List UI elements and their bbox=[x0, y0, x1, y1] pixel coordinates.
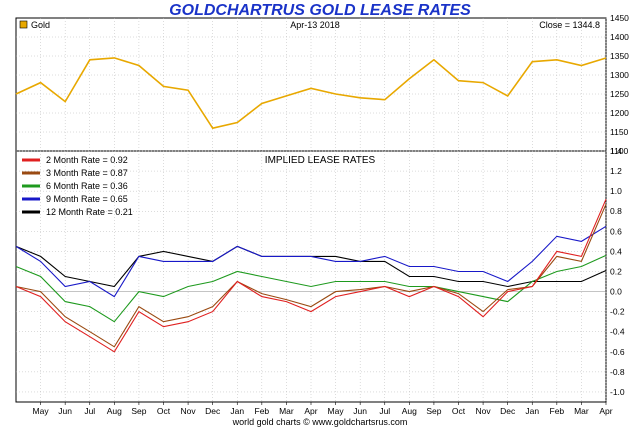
x-tick-label: Jul bbox=[379, 406, 390, 416]
gold-y-tick-label: 1150 bbox=[610, 127, 629, 137]
x-axis: May Jun Jul Aug Sep Oct Nov Dec Jan Feb Mar Apr May J… bbox=[33, 402, 613, 416]
x-tick-label: Nov bbox=[476, 406, 492, 416]
lease-rate-line bbox=[15, 203, 607, 348]
chart-title: GOLDCHARTRUS GOLD LEASE RATES bbox=[169, 2, 471, 19]
x-tick-label: Jul bbox=[84, 406, 95, 416]
x-tick-label: Feb bbox=[255, 406, 270, 416]
lease-y-tick-label: 1.2 bbox=[610, 166, 622, 176]
lease-panel-series bbox=[15, 198, 607, 353]
lease-y-tick-label: 1.0 bbox=[610, 186, 622, 196]
x-tick-label: Aug bbox=[107, 406, 122, 416]
gold-y-tick-label: 1450 bbox=[610, 13, 629, 23]
x-tick-label: Dec bbox=[205, 406, 221, 416]
x-tick-label: May bbox=[328, 406, 345, 416]
x-tick-label: Oct bbox=[157, 406, 171, 416]
gold-legend-label: Gold bbox=[31, 20, 50, 30]
x-tick-label: Mar bbox=[279, 406, 294, 416]
gold-panel-grid bbox=[16, 18, 607, 151]
gold-y-tick-label: 1300 bbox=[610, 70, 629, 80]
x-tick-label: Feb bbox=[550, 406, 565, 416]
lease-rate-line bbox=[15, 254, 607, 323]
date-label: Apr-13 2018 bbox=[290, 20, 340, 30]
x-tick-label: Sep bbox=[426, 406, 441, 416]
footer-credit: world gold charts © www.goldchartsrus.co… bbox=[232, 417, 408, 427]
lease-y-tick-label: -0.6 bbox=[610, 347, 625, 357]
lease-legend-label: 3 Month Rate = 0.87 bbox=[46, 168, 128, 178]
gold-y-tick-label: 1100 bbox=[610, 146, 629, 156]
lease-rate-line bbox=[15, 198, 607, 353]
lease-y-tick-label: 0.0 bbox=[610, 287, 622, 297]
x-tick-label: Oct bbox=[452, 406, 466, 416]
x-tick-label: Jun bbox=[58, 406, 72, 416]
lease-y-tick-label: 0.6 bbox=[610, 226, 622, 236]
lease-y-tick-label: -0.4 bbox=[610, 327, 625, 337]
lease-y-tick-label: 0.4 bbox=[610, 246, 622, 256]
lease-y-tick-label: -0.2 bbox=[610, 307, 625, 317]
x-tick-label: Jan bbox=[525, 406, 539, 416]
lease-y-tick-label: -0.8 bbox=[610, 367, 625, 377]
gold-y-tick-label: 1400 bbox=[610, 32, 629, 42]
lease-legend: 2 Month Rate = 0.92 3 Month Rate = 0.87 6 … bbox=[22, 155, 133, 217]
close-label: Close = 1344.8 bbox=[539, 20, 600, 30]
lease-panel-y-axis: -1.0 -0.8 -0.6 -0.4 -0.2 0.0 0.2 0.4 0.6 0.8 1.0 1.… bbox=[610, 146, 625, 397]
x-tick-label: Apr bbox=[304, 406, 317, 416]
lease-legend-label: 2 Month Rate = 0.92 bbox=[46, 155, 128, 165]
lease-y-tick-label: 0.2 bbox=[610, 266, 622, 276]
lease-y-tick-label: -1.0 bbox=[610, 387, 625, 397]
gold-y-tick-label: 1250 bbox=[610, 89, 629, 99]
x-tick-label: Sep bbox=[131, 406, 146, 416]
lease-y-tick-label: 0.8 bbox=[610, 206, 622, 216]
gold-price-line bbox=[15, 57, 607, 130]
x-tick-label: May bbox=[33, 406, 50, 416]
lease-legend-label: 12 Month Rate = 0.21 bbox=[46, 207, 133, 217]
lease-y-tick-label: 1.4 bbox=[610, 146, 622, 156]
x-tick-label: Nov bbox=[181, 406, 197, 416]
x-tick-label: Aug bbox=[402, 406, 417, 416]
gold-legend-swatch bbox=[19, 20, 28, 29]
gold-panel-y-axis: 1100 1150 1200 1250 1300 1350 1400 1450 bbox=[610, 13, 629, 156]
x-tick-label: Jan bbox=[230, 406, 244, 416]
lease-legend-label: 6 Month Rate = 0.36 bbox=[46, 181, 128, 191]
x-tick-label: Dec bbox=[500, 406, 516, 416]
x-tick-label: Mar bbox=[574, 406, 589, 416]
gold-y-tick-label: 1200 bbox=[610, 108, 629, 118]
x-tick-label: Apr bbox=[599, 406, 612, 416]
x-tick-label: Jun bbox=[353, 406, 367, 416]
lease-legend-label: 9 Month Rate = 0.65 bbox=[46, 194, 128, 204]
gold-panel-series bbox=[15, 57, 607, 130]
lease-panel-title: IMPLIED LEASE RATES bbox=[265, 155, 376, 166]
lease-rate-line bbox=[15, 225, 607, 298]
gold-y-tick-label: 1350 bbox=[610, 51, 629, 61]
